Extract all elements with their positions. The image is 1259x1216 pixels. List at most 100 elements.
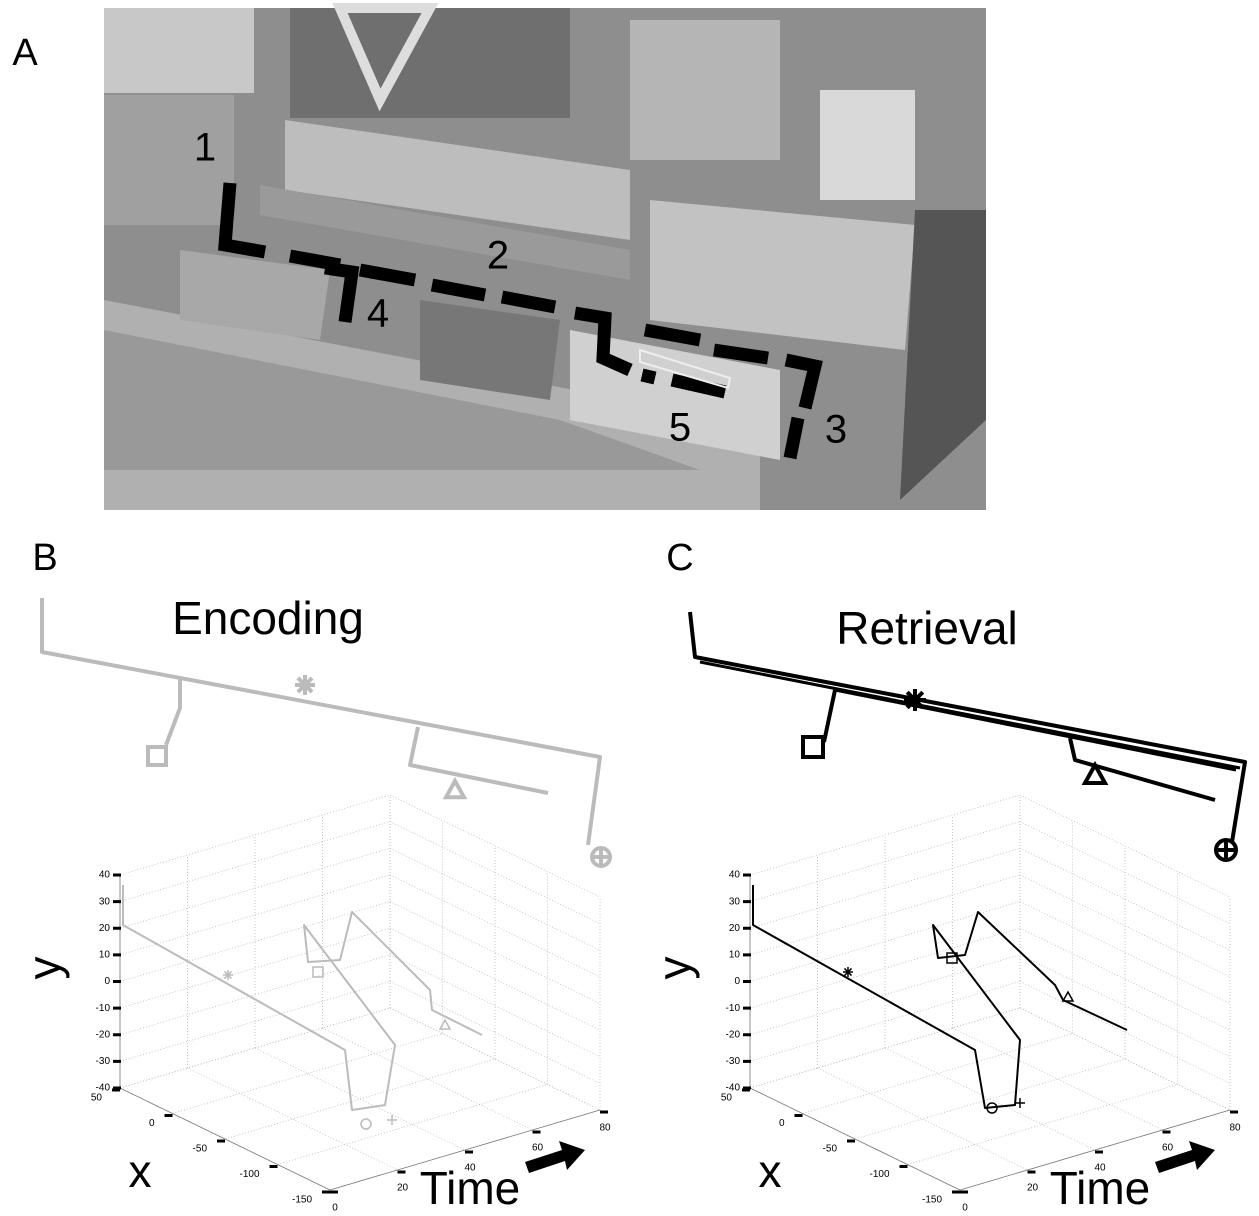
- tick-mark: [743, 1060, 751, 1063]
- y-tick-label: 20: [99, 923, 111, 934]
- x-tick-label: -100: [869, 1169, 889, 1180]
- panel-label: B: [32, 537, 57, 579]
- marker-square: [803, 737, 823, 757]
- marker-circle: [361, 1119, 371, 1129]
- trajectory: [123, 885, 482, 1110]
- tick-mark: [952, 1191, 960, 1194]
- tick-mark: [113, 1033, 121, 1036]
- grid-line: [818, 1068, 1028, 1170]
- grid-line: [1020, 955, 1230, 1057]
- x-tick-label: -150: [292, 1195, 312, 1206]
- x-axis-label: x: [759, 1145, 782, 1197]
- tick-mark: [743, 980, 751, 983]
- grid-line: [855, 1059, 1125, 1139]
- time-axis-label: Time: [420, 1162, 521, 1214]
- tick-mark: [900, 1165, 908, 1168]
- x-axis-label: x: [129, 1145, 152, 1197]
- tick-mark: [322, 1191, 330, 1194]
- grid-line: [390, 902, 600, 1004]
- y-tick-label: 0: [734, 976, 740, 987]
- panel-label: A: [12, 32, 38, 74]
- tick-mark: [398, 1171, 406, 1174]
- grid-line: [323, 1028, 533, 1130]
- time-tick-label: 0: [962, 1203, 968, 1214]
- tick-mark: [1028, 1171, 1036, 1174]
- x-tick-label: -50: [823, 1144, 838, 1155]
- tick-mark: [795, 1114, 803, 1117]
- y-tick-label: 30: [99, 896, 111, 907]
- grid-line: [278, 1085, 548, 1165]
- panel-title: Retrieval: [836, 602, 1018, 654]
- grid-line: [1020, 928, 1230, 1030]
- time-tick-label: 20: [397, 1183, 409, 1194]
- map-label: 5: [669, 406, 691, 450]
- tick-mark: [743, 900, 751, 903]
- y-axis-label: y: [648, 957, 700, 980]
- tick-mark: [600, 1111, 608, 1114]
- y-tick-label: -10: [726, 1003, 741, 1014]
- y-tick-label: 30: [729, 896, 741, 907]
- tick-mark: [1230, 1111, 1238, 1114]
- marker-triangle: [446, 781, 464, 797]
- tick-mark: [113, 980, 121, 983]
- map-label: 4: [367, 292, 389, 336]
- y-tick-label: -30: [726, 1056, 741, 1067]
- tick-mark: [465, 1151, 473, 1154]
- tick-mark: [165, 1114, 173, 1117]
- x-tick-label: 0: [779, 1118, 785, 1129]
- time-tick-label: 0: [332, 1203, 338, 1214]
- tick-mark: [743, 1033, 751, 1036]
- tick-mark: [742, 1089, 750, 1092]
- marker-square: [313, 967, 323, 977]
- map-label: 2: [487, 234, 509, 278]
- tick-mark: [113, 1060, 121, 1063]
- grid-line: [953, 1028, 1163, 1130]
- tick-mark: [113, 1007, 121, 1010]
- panel-label: C: [666, 537, 693, 579]
- route: [700, 662, 1240, 768]
- route: [824, 690, 835, 742]
- tick-mark: [743, 927, 751, 930]
- aerial-map: [104, 8, 986, 510]
- y-tick-label: 20: [729, 923, 741, 934]
- time-tick-label: 80: [1229, 1123, 1241, 1134]
- route: [410, 727, 548, 793]
- y-tick-label: -20: [96, 1029, 111, 1040]
- grid-line: [1020, 981, 1230, 1083]
- tick-mark: [960, 1191, 968, 1194]
- tick-mark: [1163, 1131, 1171, 1134]
- y-tick-label: -10: [96, 1003, 111, 1014]
- grid-line: [173, 1034, 443, 1114]
- tick-mark: [113, 874, 121, 877]
- figure: ABC12345EncodingRetrieval403020100-10-20…: [0, 0, 1259, 1216]
- tick-mark: [113, 927, 121, 930]
- y-tick-label: 40: [99, 870, 111, 881]
- grid-line: [390, 955, 600, 1057]
- x-tick-label: 50: [91, 1093, 103, 1104]
- time-tick-label: 20: [1027, 1183, 1039, 1194]
- y-tick-label: -30: [96, 1056, 111, 1067]
- x-tick-label: 50: [721, 1093, 733, 1104]
- y-tick-label: -20: [726, 1029, 741, 1040]
- time-tick-label: 60: [532, 1143, 544, 1154]
- tick-mark: [847, 1140, 855, 1143]
- axis-line: [750, 1088, 960, 1190]
- tick-mark: [743, 874, 751, 877]
- marker-square: [148, 747, 166, 765]
- tick-mark: [533, 1131, 541, 1134]
- grid-line: [390, 981, 600, 1083]
- y-axis-label: y: [18, 957, 70, 980]
- route: [835, 690, 1236, 770]
- x-tick-label: 0: [149, 1118, 155, 1129]
- map-label: 1: [194, 126, 216, 170]
- x-tick-label: -150: [922, 1195, 942, 1206]
- y-tick-label: 10: [99, 950, 111, 961]
- tick-mark: [743, 953, 751, 956]
- grid-line: [390, 928, 600, 1030]
- tick-mark: [217, 1140, 225, 1143]
- time-axis-label: Time: [1050, 1162, 1151, 1214]
- x-tick-label: -100: [239, 1169, 259, 1180]
- tick-mark: [743, 1007, 751, 1010]
- x-tick-label: -50: [193, 1144, 208, 1155]
- marker-triangle: [1063, 992, 1073, 1001]
